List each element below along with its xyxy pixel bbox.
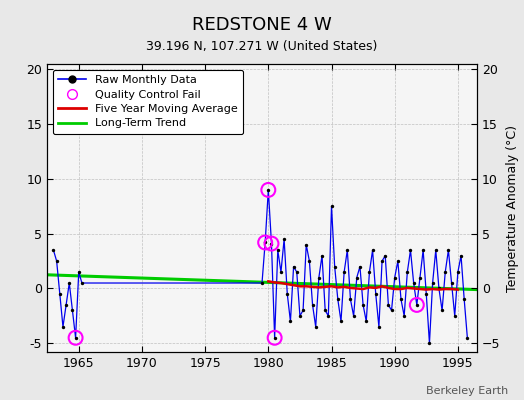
Point <box>318 252 326 259</box>
Point <box>264 187 272 193</box>
Point <box>71 334 80 341</box>
Point <box>435 285 443 292</box>
Point <box>457 252 465 259</box>
Point <box>321 307 330 314</box>
Point <box>406 247 414 253</box>
Point <box>334 296 342 303</box>
Point <box>74 269 83 275</box>
Point <box>346 296 355 303</box>
Point <box>328 203 336 210</box>
Point <box>258 280 266 286</box>
Point <box>296 313 304 319</box>
Point <box>283 291 291 297</box>
Point <box>412 302 421 308</box>
Point <box>463 334 472 341</box>
Point <box>353 274 361 281</box>
Point <box>409 280 418 286</box>
Point <box>454 269 462 275</box>
Point <box>270 334 279 341</box>
Point <box>299 307 307 314</box>
Point <box>286 318 294 324</box>
Point <box>416 274 424 281</box>
Point <box>270 334 279 341</box>
Point <box>368 247 377 253</box>
Point <box>315 274 323 281</box>
Point <box>429 280 437 286</box>
Point <box>438 307 446 314</box>
Point <box>362 318 370 324</box>
Point <box>447 280 456 286</box>
Point <box>425 340 434 346</box>
Point <box>350 313 358 319</box>
Point <box>384 302 392 308</box>
Point <box>62 302 70 308</box>
Point <box>302 242 310 248</box>
Point <box>337 318 345 324</box>
Point <box>387 307 396 314</box>
Point <box>289 263 298 270</box>
Point <box>312 324 320 330</box>
Point <box>267 240 276 247</box>
Point <box>359 302 367 308</box>
Point <box>292 269 301 275</box>
Point <box>261 239 269 246</box>
Point <box>390 274 399 281</box>
Point <box>65 280 73 286</box>
Point <box>356 263 364 270</box>
Point <box>403 269 411 275</box>
Point <box>78 280 86 286</box>
Point <box>343 247 352 253</box>
Point <box>400 313 408 319</box>
Legend: Raw Monthly Data, Quality Control Fail, Five Year Moving Average, Long-Term Tren: Raw Monthly Data, Quality Control Fail, … <box>53 70 243 134</box>
Point <box>381 252 389 259</box>
Point <box>451 313 459 319</box>
Point <box>375 324 383 330</box>
Text: REDSTONE 4 W: REDSTONE 4 W <box>192 16 332 34</box>
Point <box>277 269 285 275</box>
Point <box>412 302 421 308</box>
Y-axis label: Temperature Anomaly (°C): Temperature Anomaly (°C) <box>506 124 519 292</box>
Point <box>56 291 64 297</box>
Point <box>432 247 440 253</box>
Point <box>305 258 313 264</box>
Point <box>394 258 402 264</box>
Point <box>441 269 450 275</box>
Point <box>372 291 380 297</box>
Point <box>460 296 468 303</box>
Point <box>59 324 67 330</box>
Point <box>419 247 428 253</box>
Point <box>280 236 288 242</box>
Point <box>308 302 316 308</box>
Point <box>422 291 431 297</box>
Point <box>444 247 453 253</box>
Point <box>261 239 269 246</box>
Point <box>49 247 58 253</box>
Point <box>397 296 405 303</box>
Point <box>68 307 77 314</box>
Text: Berkeley Earth: Berkeley Earth <box>426 386 508 396</box>
Text: 39.196 N, 107.271 W (United States): 39.196 N, 107.271 W (United States) <box>146 40 378 53</box>
Point <box>52 258 61 264</box>
Point <box>267 240 276 247</box>
Point <box>340 269 348 275</box>
Point <box>331 263 339 270</box>
Point <box>324 313 333 319</box>
Point <box>71 334 80 341</box>
Point <box>264 187 272 193</box>
Point <box>274 247 282 253</box>
Point <box>365 269 374 275</box>
Point <box>378 258 386 264</box>
